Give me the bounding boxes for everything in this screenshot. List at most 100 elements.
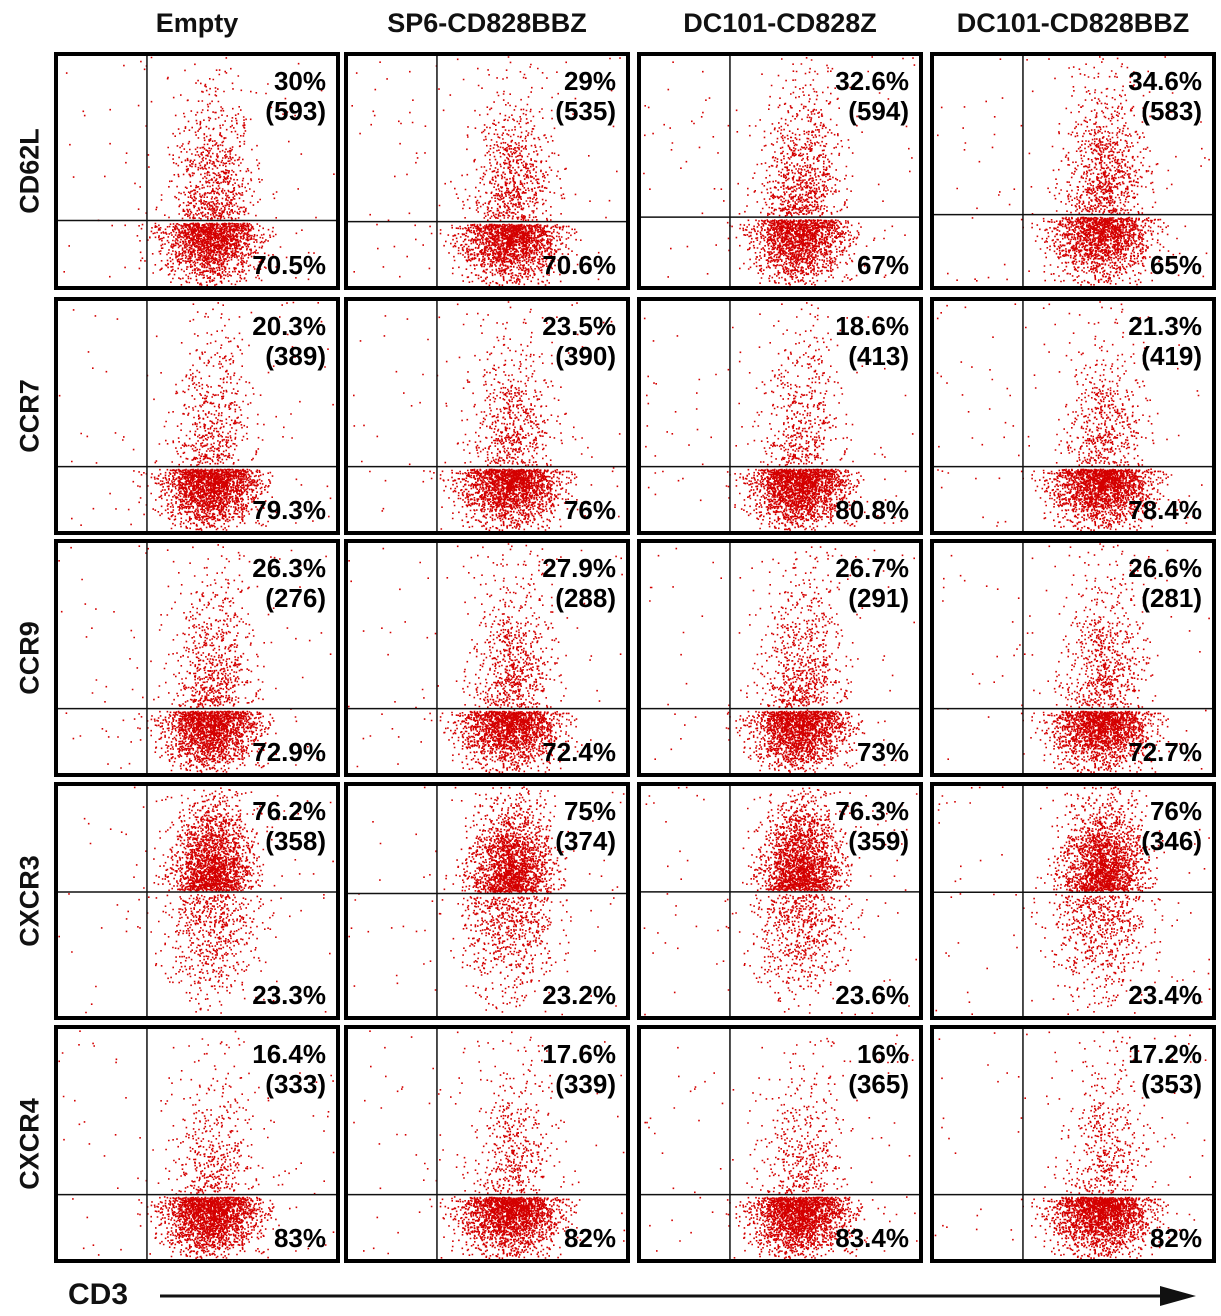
upper-quadrant-label: 16.4% (333) (252, 1039, 326, 1099)
scatter-panel: 16.4% (333) 83% (54, 1025, 340, 1263)
upper-quadrant-label: 76.3% (359) (835, 796, 909, 856)
upper-percent: 17.2% (1128, 1039, 1202, 1069)
scatter-panel: 26.6% (281) 72.7% (930, 539, 1216, 777)
event-count: (353) (1141, 1069, 1202, 1099)
scatter-panel: 26.7% (291) 73% (637, 539, 923, 777)
scatter-panel: 27.9% (288) 72.4% (344, 539, 630, 777)
scatter-points (348, 786, 625, 1016)
cell-events (353, 301, 621, 531)
lower-percent: 23.4% (1128, 980, 1202, 1010)
scatter-points (58, 301, 334, 531)
upper-quadrant-label: 76.2% (358) (252, 796, 326, 856)
scatter-panel: 18.6% (413) 80.8% (637, 297, 923, 535)
upper-percent: 18.6% (835, 311, 909, 341)
column-header: DC101-CD828Z (683, 8, 877, 38)
lower-percent: 23.2% (542, 980, 616, 1010)
upper-percent: 17.6% (542, 1039, 616, 1069)
scatter-plot (58, 543, 336, 773)
event-count: (276) (265, 583, 326, 613)
row-label: CD62L (14, 128, 45, 214)
scatter-plot (934, 543, 1212, 773)
scatter-points (58, 1030, 335, 1259)
lower-percent: 82% (563, 1223, 616, 1253)
event-count: (288) (555, 583, 616, 613)
scatter-panel: 16% (365) 83.4% (637, 1025, 923, 1263)
scatter-panel: 30% (593) 70.5% (54, 52, 340, 290)
scatter-points (58, 544, 332, 773)
event-count: (593) (265, 96, 326, 126)
scatter-plot (641, 301, 919, 531)
lower-percent: 79.3% (252, 495, 326, 525)
column-header: DC101-CD828BBZ (956, 8, 1190, 38)
scatter-points (351, 56, 621, 286)
scatter-points (644, 1034, 918, 1259)
upper-quadrant-label: 76% (346) (1141, 796, 1202, 856)
scatter-panel: 17.2% (353) 82% (930, 1025, 1216, 1263)
upper-percent: 26.3% (252, 553, 326, 583)
upper-percent: 76% (1149, 796, 1202, 826)
scatter-plot (348, 786, 626, 1016)
lower-percent: 72.4% (542, 737, 616, 767)
upper-percent: 34.6% (1128, 66, 1202, 96)
upper-percent: 21.3% (1128, 311, 1202, 341)
scatter-points (348, 543, 623, 773)
scatter-plot (641, 786, 919, 1016)
cell-events (644, 1034, 918, 1259)
scatter-points (643, 56, 916, 286)
cell-events (58, 786, 334, 1014)
event-count: (365) (848, 1069, 909, 1099)
scatter-plot (58, 1029, 336, 1259)
upper-quadrant-label: 26.3% (276) (252, 553, 326, 613)
row-label: CXCR3 (14, 855, 45, 947)
upper-percent: 76.3% (835, 796, 909, 826)
lower-percent: 78.4% (1128, 495, 1202, 525)
upper-quadrant-label: 26.7% (291) (835, 553, 909, 613)
upper-quadrant-label: 34.6% (583) (1128, 66, 1202, 126)
upper-percent: 26.6% (1128, 553, 1202, 583)
scatter-points (353, 1030, 626, 1259)
lower-percent: 23.6% (835, 980, 909, 1010)
scatter-panel: 20.3% (389) 79.3% (54, 297, 340, 535)
scatter-points (649, 546, 915, 773)
upper-percent: 76.2% (252, 796, 326, 826)
scatter-plot (348, 301, 626, 531)
cell-events (351, 56, 621, 286)
lower-percent: 76% (563, 495, 616, 525)
upper-quadrant-label: 20.3% (389) (252, 311, 326, 371)
upper-quadrant-label: 32.6% (594) (835, 66, 909, 126)
scatter-plot (934, 301, 1212, 531)
upper-quadrant-label: 17.6% (339) (542, 1039, 616, 1099)
scatter-points (58, 786, 334, 1014)
scatter-points (936, 301, 1203, 531)
scatter-panel: 29% (535) 70.6% (344, 52, 630, 290)
cell-events (348, 786, 625, 1016)
scatter-plot (348, 1029, 626, 1259)
lower-percent: 70.6% (542, 250, 616, 280)
event-count: (358) (265, 826, 326, 856)
upper-percent: 29% (563, 66, 616, 96)
cell-events (649, 546, 915, 773)
upper-percent: 16% (856, 1039, 909, 1069)
upper-quadrant-label: 21.3% (419) (1128, 311, 1202, 371)
cell-events (643, 56, 916, 286)
column-header: Empty (155, 8, 239, 38)
scatter-plot (348, 543, 626, 773)
upper-quadrant-label: 75% (374) (555, 796, 616, 856)
lower-percent: 72.9% (252, 737, 326, 767)
lower-percent: 23.3% (252, 980, 326, 1010)
event-count: (359) (848, 826, 909, 856)
scatter-panel: 26.3% (276) 72.9% (54, 539, 340, 777)
lower-percent: 70.5% (252, 250, 326, 280)
upper-quadrant-label: 30% (593) (265, 66, 326, 126)
scatter-plot (641, 1029, 919, 1259)
event-count: (339) (555, 1069, 616, 1099)
upper-quadrant-label: 18.6% (413) (835, 311, 909, 371)
scatter-panel: 76.3% (359) 23.6% (637, 782, 923, 1020)
scatter-plot (58, 786, 336, 1016)
upper-percent: 30% (273, 66, 326, 96)
lower-percent: 82% (1149, 1223, 1202, 1253)
upper-percent: 16.4% (252, 1039, 326, 1069)
event-count: (594) (848, 96, 909, 126)
scatter-panel: 76.2% (358) 23.3% (54, 782, 340, 1020)
event-count: (535) (555, 96, 616, 126)
